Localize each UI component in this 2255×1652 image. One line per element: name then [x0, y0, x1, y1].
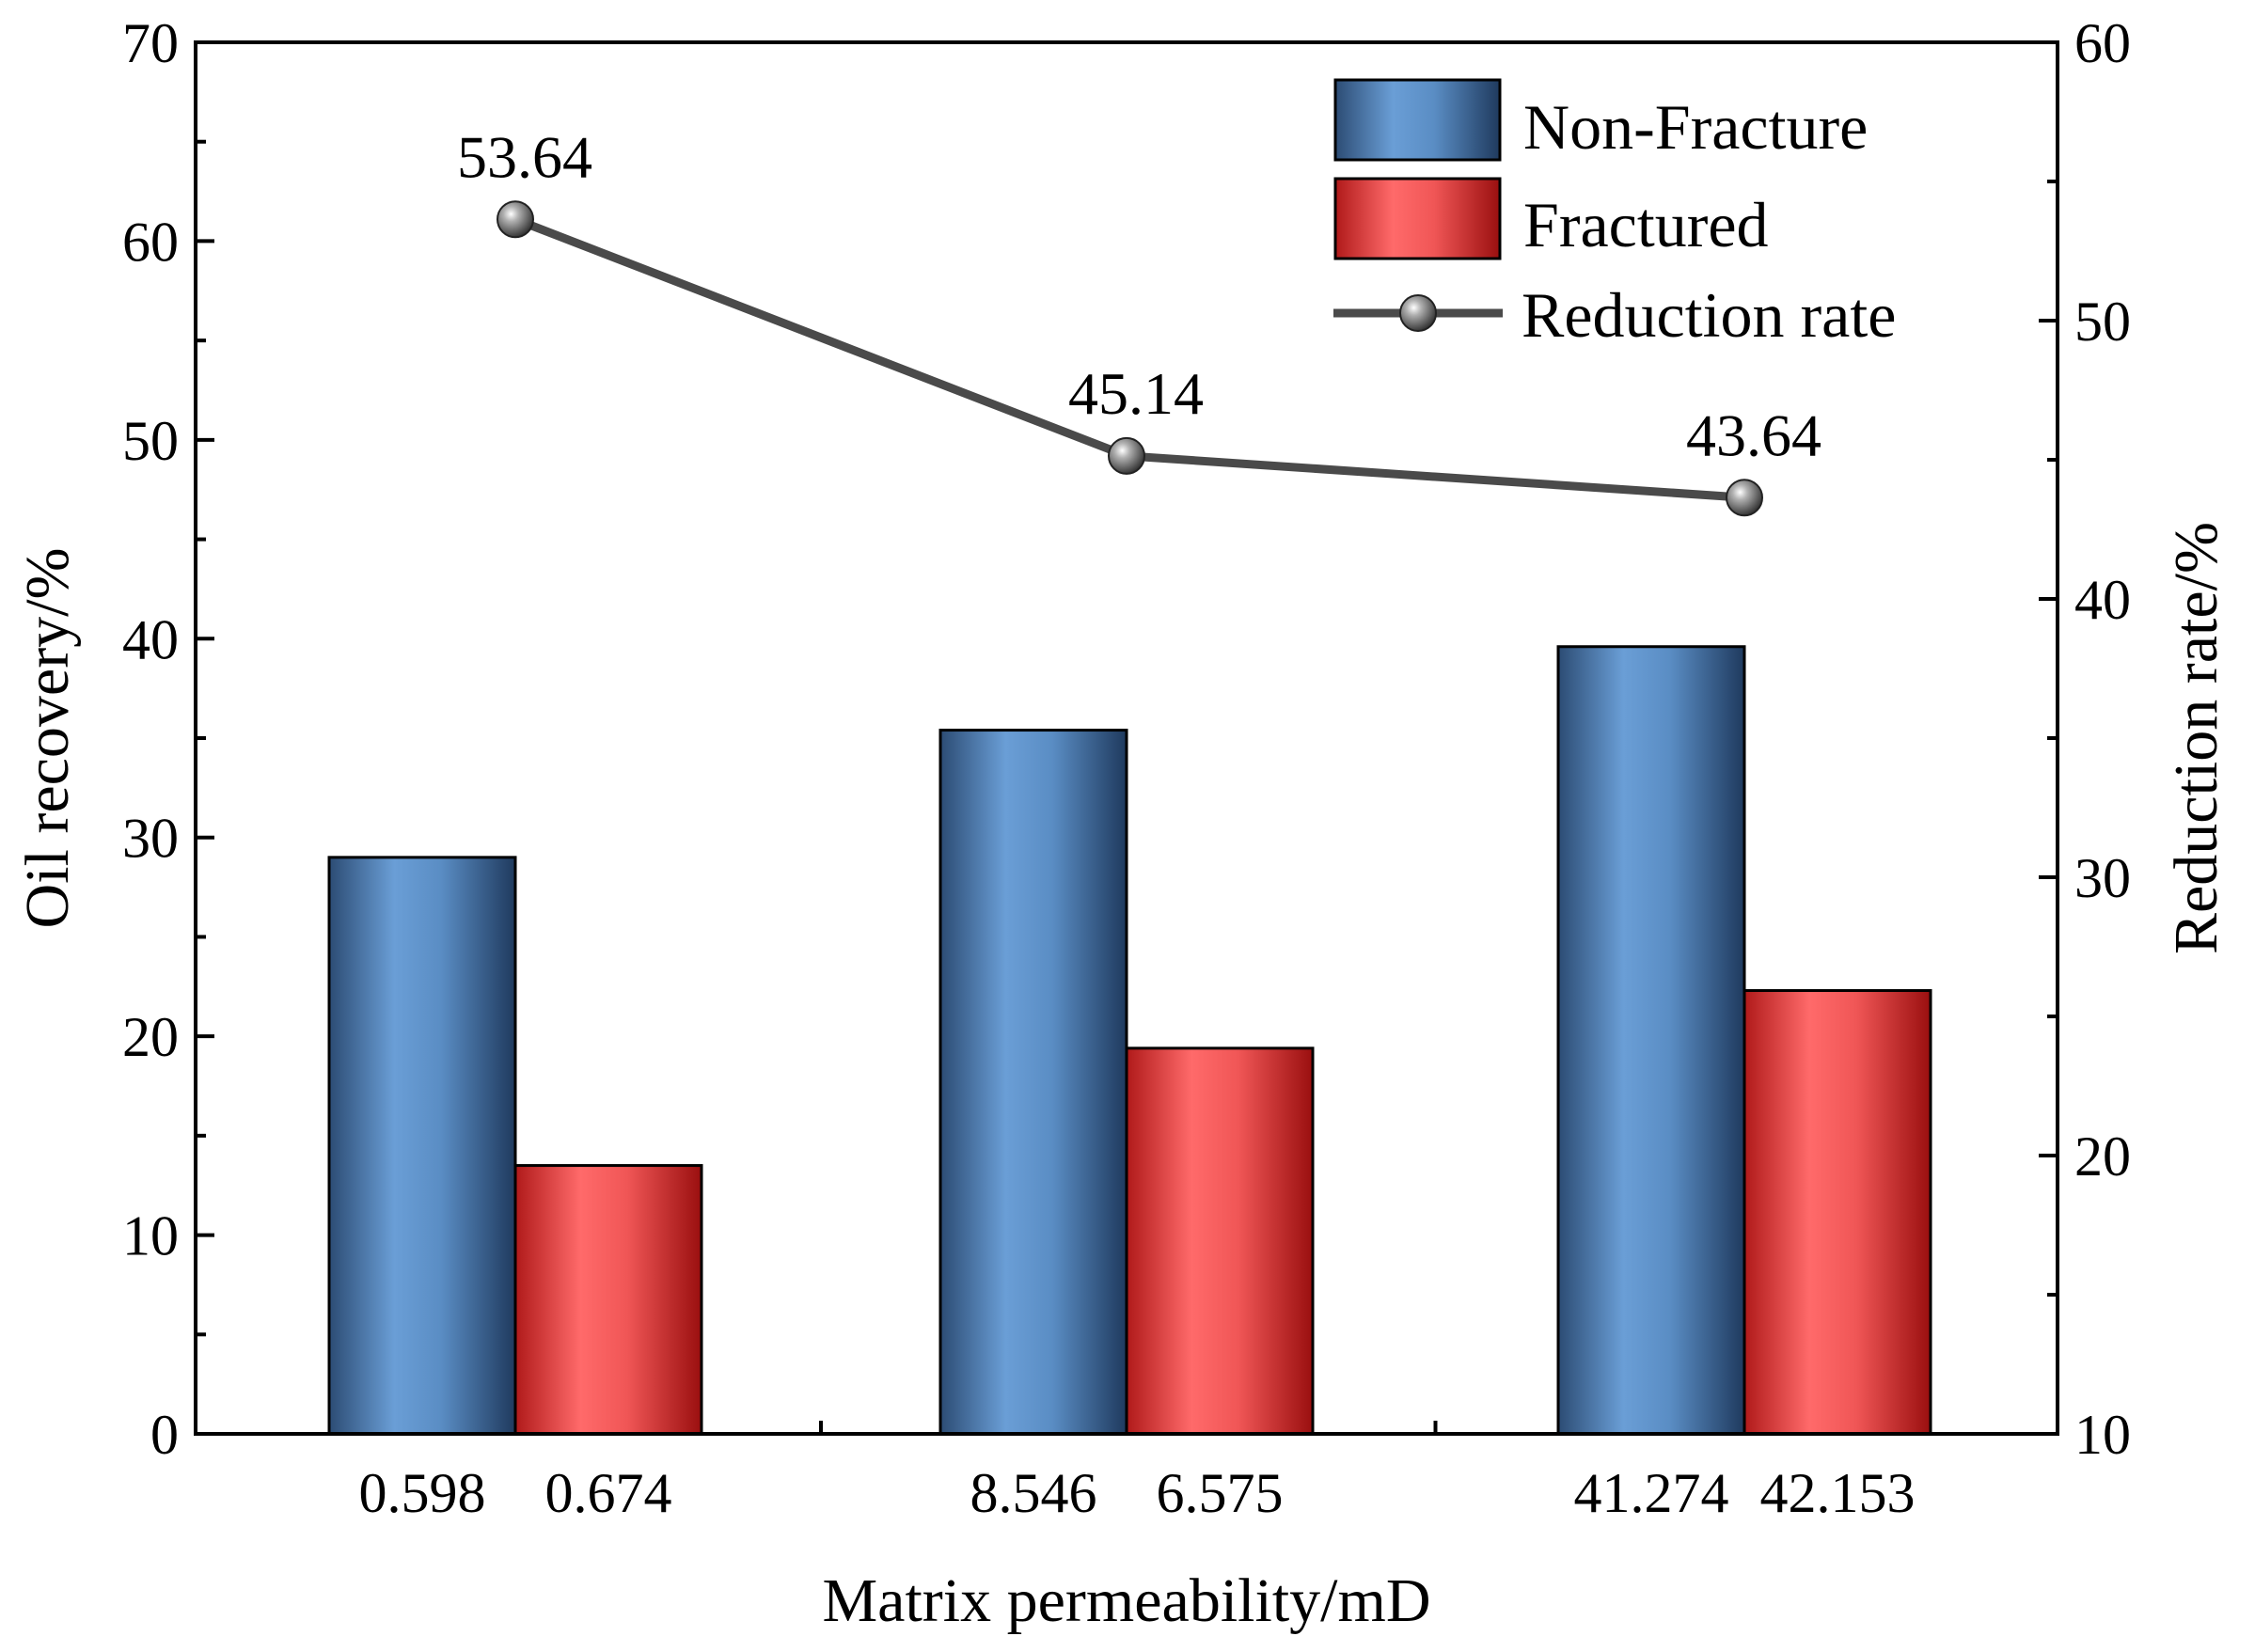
y-tick-label: 60	[122, 211, 179, 273]
reduction-rate-marker	[497, 200, 534, 239]
legend-marker-sample	[1399, 294, 1437, 332]
x-axis-ticks: 0.598 0.674 8.546 6.575 41.274 42.153	[359, 1421, 1916, 1524]
y-tick-label: 30	[122, 808, 179, 870]
right-axis-ticks: 10 20 30 40 50 60	[2039, 12, 2131, 1466]
legend-label-non-fracture: Non-Fracture	[1523, 91, 1868, 163]
bar-fractured	[1742, 989, 1932, 1436]
legend-swatch-fractured	[1333, 177, 1502, 260]
bar-fractured	[513, 1164, 703, 1436]
bar-non-fracture	[1556, 645, 1746, 1436]
y-tick-label: 20	[122, 1006, 179, 1068]
y-right-tick-label: 20	[2074, 1125, 2131, 1188]
legend-label-reduction-rate: Reduction rate	[1522, 279, 1896, 351]
y-right-tick-label: 40	[2074, 569, 2131, 631]
y-right-tick-label: 50	[2074, 291, 2131, 353]
legend-label-fractured: Fractured	[1523, 189, 1769, 260]
x-tick-label-non-fracture: 41.274	[1574, 1462, 1729, 1524]
x-axis-title: Matrix permeability/mD	[822, 1566, 1430, 1635]
x-tick-label-fractured: 6.575	[1157, 1462, 1284, 1524]
y-right-tick-label: 10	[2074, 1404, 2131, 1466]
x-tick-label-fractured: 0.674	[545, 1462, 672, 1524]
reduction-rate-marker	[1726, 479, 1763, 517]
y-right-tick-label: 30	[2074, 847, 2131, 909]
y-tick-label: 70	[122, 12, 179, 74]
bar-non-fracture	[938, 729, 1128, 1436]
bars-layer	[327, 645, 1932, 1436]
legend-swatch-non-fracture	[1333, 78, 1502, 162]
reduction-rate-marker	[1108, 436, 1145, 475]
bar-non-fracture	[327, 856, 517, 1436]
legend: Non-Fracture Fractured Reduction rate	[1333, 78, 1896, 351]
reduction-rate-label: 43.64	[1686, 401, 1821, 468]
y-axis-title: Oil recovery/%	[13, 548, 82, 929]
x-tick-label-fractured: 42.153	[1760, 1462, 1916, 1524]
y-tick-label: 40	[122, 608, 179, 670]
y-tick-label: 0	[150, 1404, 179, 1466]
bar-fractured	[1125, 1046, 1315, 1436]
reduction-rate-label: 53.64	[457, 123, 592, 190]
left-axis-ticks: 0 10 20 30 40 50 60 70	[122, 12, 214, 1466]
y-tick-label: 50	[122, 410, 179, 472]
y-tick-label: 10	[122, 1205, 179, 1267]
reduction-line-layer: 53.64 45.14 43.64	[457, 123, 1821, 517]
x-tick-label-non-fracture: 8.546	[970, 1462, 1097, 1524]
x-tick-label-non-fracture: 0.598	[359, 1462, 486, 1524]
reduction-rate-label: 45.14	[1068, 360, 1204, 427]
y-right-tick-label: 60	[2074, 12, 2131, 74]
y-axis-title-right: Reduction rate/%	[2162, 522, 2231, 954]
